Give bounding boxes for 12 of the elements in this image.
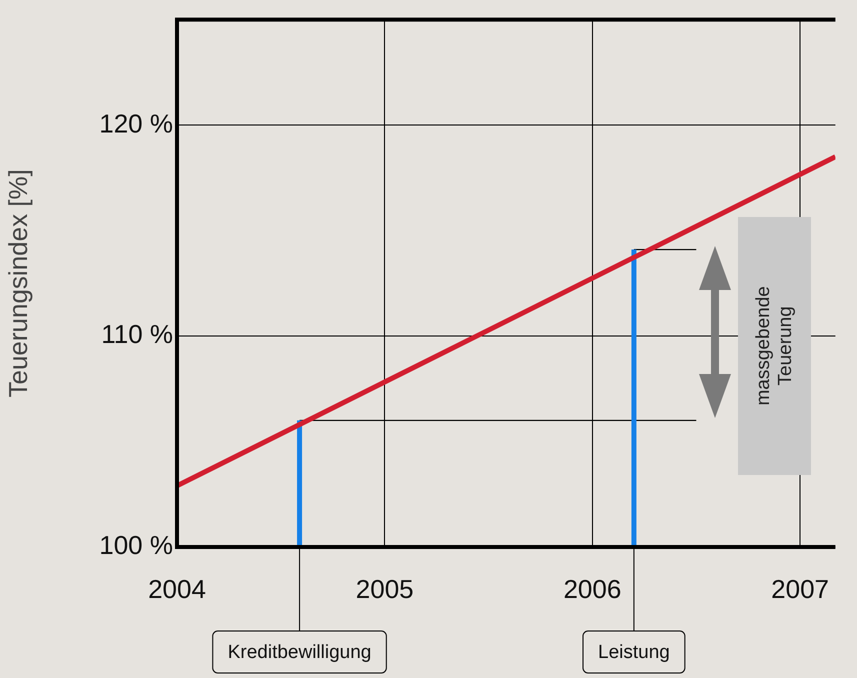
x-tick-label: 2007: [771, 574, 829, 604]
x-tick-label: 2006: [563, 574, 622, 604]
x-tick-label: 2005: [356, 574, 414, 604]
annotation: Leistung: [598, 642, 670, 664]
y-tick-label: 120 %: [99, 108, 173, 138]
x-tick-label: 2004: [148, 574, 206, 604]
y-axis-title: Teuerungsindex [%]: [2, 169, 33, 398]
text-box: massgebende Teuerung: [738, 217, 811, 475]
y-tick-label: 110 %: [101, 319, 173, 350]
annotation: Kreditbewilligung: [228, 642, 372, 664]
y-tick-label: 100 %: [99, 530, 173, 560]
annotation: massgebende Teuerung: [752, 286, 796, 406]
